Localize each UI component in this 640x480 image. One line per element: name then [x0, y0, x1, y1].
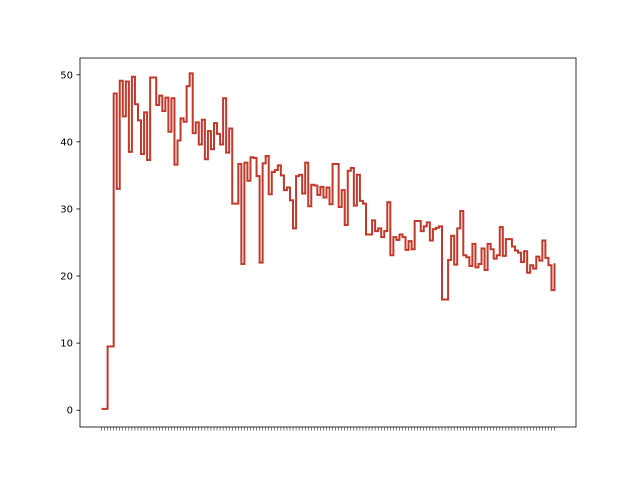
- x-axis: [101, 427, 555, 431]
- y-tick-label: 30: [60, 204, 73, 215]
- y-tick-label: 50: [60, 70, 73, 81]
- series-line: [101, 72, 556, 410]
- y-axis: 0 10 20 30 40 50: [60, 70, 80, 417]
- y-tick-label: 20: [60, 272, 73, 283]
- plot-area: [79, 57, 577, 428]
- y-tick-label: 40: [60, 137, 73, 148]
- y-tick-label: 10: [60, 339, 73, 350]
- y-tick-label: 0: [67, 406, 73, 417]
